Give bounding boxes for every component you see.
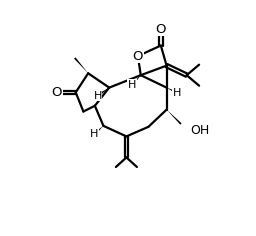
- Polygon shape: [167, 88, 177, 93]
- Polygon shape: [74, 57, 88, 73]
- Polygon shape: [99, 88, 109, 95]
- Polygon shape: [94, 126, 103, 134]
- Polygon shape: [167, 110, 182, 125]
- Text: H: H: [90, 130, 98, 139]
- Text: O: O: [156, 23, 166, 36]
- Text: O: O: [51, 86, 62, 99]
- Polygon shape: [132, 75, 141, 84]
- Text: H: H: [93, 91, 102, 101]
- Text: H: H: [173, 88, 181, 98]
- Text: OH: OH: [190, 124, 210, 137]
- Text: O: O: [133, 50, 143, 63]
- Text: H: H: [128, 80, 136, 90]
